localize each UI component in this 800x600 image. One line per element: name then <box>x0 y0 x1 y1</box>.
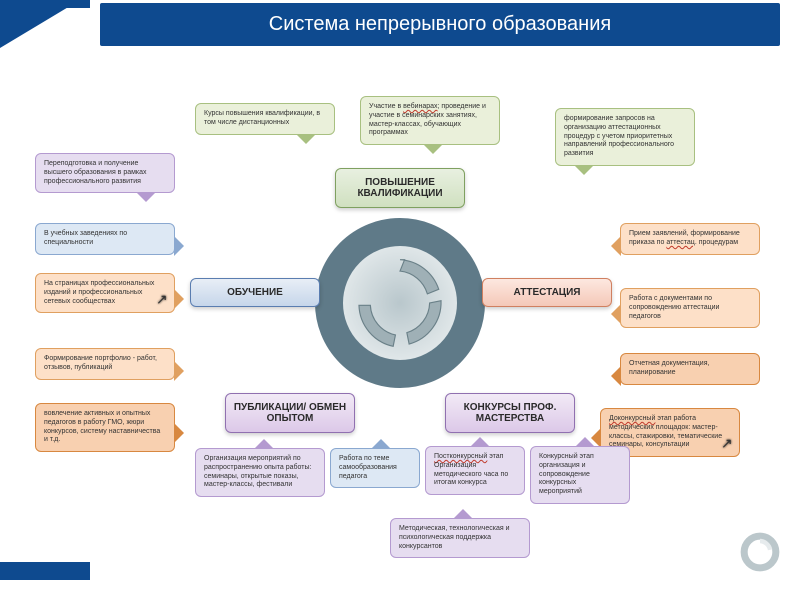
footer-decor <box>0 562 90 580</box>
recycle-arrows-icon <box>343 246 457 360</box>
callout-c10: Работа с документами по сопровождению ат… <box>620 288 760 328</box>
callout-c9: Прием заявлений, формирование приказа по… <box>620 223 760 255</box>
header: Система непрерывного образования <box>0 0 800 48</box>
main-node-br: КОНКУРСЫ ПРОФ. МАСТЕРСТВА <box>445 393 575 433</box>
callout-c3: формирование запросов на организацию атт… <box>555 108 695 166</box>
callout-c6: На страницах профессиональных изданий и … <box>35 273 175 313</box>
cursor-icon: ↖ <box>156 291 168 309</box>
callout-c16: Конкурсный этап организация и сопровожде… <box>530 446 630 504</box>
callout-c4: Переподготовка и получение высшего образ… <box>35 153 175 193</box>
callout-c8: вовлечение активных и опытных педагогов … <box>35 403 175 452</box>
center-ring <box>315 218 485 388</box>
callout-c13: Организация мероприятий по распространен… <box>195 448 325 497</box>
diagram-canvas: ПОВЫШЕНИЕ КВАЛИФИКАЦИИ ОБУЧЕНИЕ АТТЕСТАЦИЯ… <box>0 48 800 588</box>
main-node-bl: ПУБЛИКАЦИИ/ ОБМЕН ОПЫТОМ <box>225 393 355 433</box>
callout-c7: Формирование портфолио - работ, отзывов,… <box>35 348 175 380</box>
page-title: Система непрерывного образования <box>100 3 780 46</box>
callout-c14: Работа по теме самообразования педагога <box>330 448 420 488</box>
callout-c11: Отчетная документация, планирование <box>620 353 760 385</box>
callout-c2: Участие в вебинарах; проведение и участи… <box>360 96 500 145</box>
header-decor <box>0 0 100 48</box>
main-node-left: ОБУЧЕНИЕ <box>190 278 320 307</box>
footer-recycle-icon <box>738 530 782 574</box>
callout-c1: Курсы повышения квалификации, в том числ… <box>195 103 335 135</box>
main-node-right: АТТЕСТАЦИЯ <box>482 278 612 307</box>
callout-c17: Методическая, технологическая и психолог… <box>390 518 530 558</box>
cursor-icon: ↖ <box>721 435 733 453</box>
main-node-top: ПОВЫШЕНИЕ КВАЛИФИКАЦИИ <box>335 168 465 208</box>
callout-c5: В учебных заведениях по специальности <box>35 223 175 255</box>
callout-c15: Постконкурсный этап Организация методиче… <box>425 446 525 495</box>
